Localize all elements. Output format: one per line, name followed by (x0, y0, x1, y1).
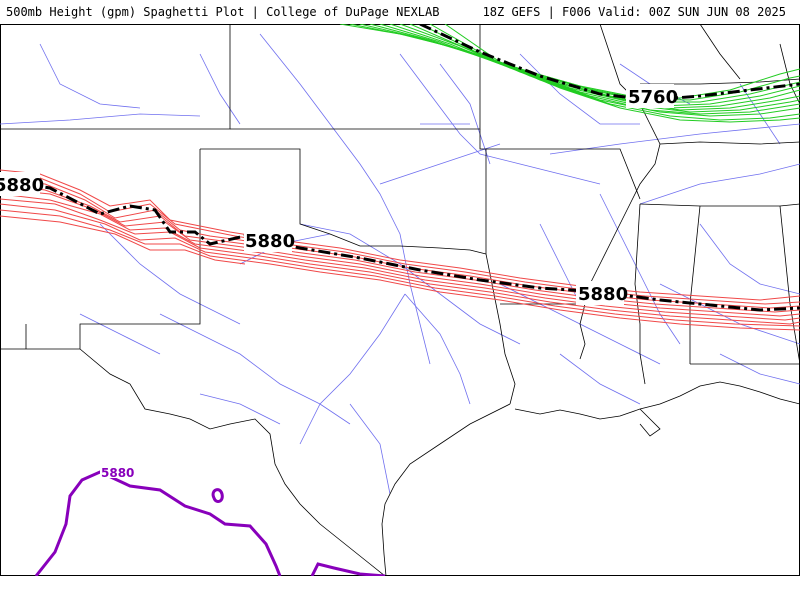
contour-label-5760: 5760 (628, 87, 678, 108)
contour-label-5880-west: 5880 (0, 175, 44, 196)
contour-label-5880-east: 5880 (578, 284, 628, 305)
plot-title: 500mb Height (gpm) Spaghetti Plot | Coll… (6, 5, 440, 19)
map-canvas: 5760 5880 5880 5880 5880 (0, 24, 800, 576)
contour-5880-purple-lower (310, 562, 386, 576)
label-5880-central-bg (244, 228, 292, 252)
header-bar: 500mb Height (gpm) Spaghetti Plot | Coll… (0, 0, 800, 24)
label-5880-west-bg (0, 172, 40, 196)
contour-label-5880-central: 5880 (245, 231, 295, 252)
contour-5880-purple (34, 470, 282, 576)
contour-label-5880-purple: 5880 (101, 466, 134, 480)
label-5880-purple-bg (100, 464, 134, 478)
map-panel: 5760 5880 5880 5880 5880 (0, 24, 800, 576)
label-5880-east-bg (576, 281, 624, 305)
label-5760-bg (626, 84, 674, 108)
model-run-info: 18Z GEFS | F006 Valid: 00Z SUN JUN 08 20… (482, 5, 786, 19)
contour-5760-members (339, 24, 800, 123)
contour-5880-purple-island (211, 488, 224, 503)
contour-5760-mean (419, 24, 800, 102)
contour-5880-members (0, 169, 800, 331)
contour-5880-mean (0, 178, 800, 312)
